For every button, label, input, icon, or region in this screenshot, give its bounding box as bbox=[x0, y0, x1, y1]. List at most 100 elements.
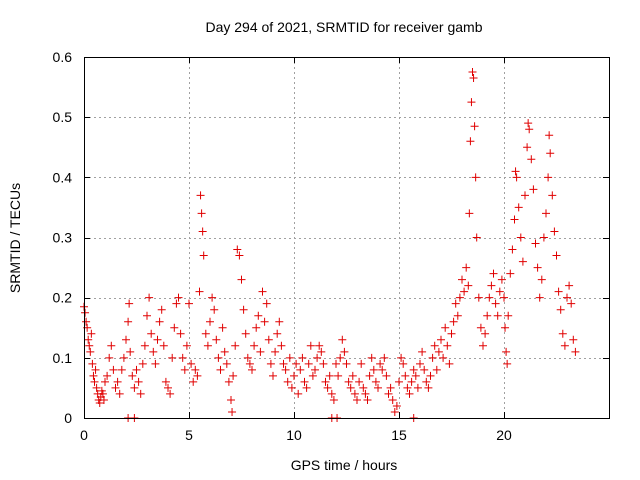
data-point-marker bbox=[374, 383, 382, 392]
data-point-marker bbox=[518, 257, 527, 266]
data-point-marker bbox=[117, 365, 126, 374]
data-point-marker bbox=[523, 143, 532, 152]
data-point-marker bbox=[264, 335, 273, 344]
data-point-marker bbox=[115, 389, 124, 398]
data-point-marker bbox=[214, 353, 223, 362]
data-point-marker bbox=[107, 341, 116, 350]
data-point-marker bbox=[125, 299, 134, 308]
data-point-marker bbox=[495, 287, 504, 296]
data-point-marker bbox=[99, 395, 108, 404]
data-point-marker bbox=[325, 371, 334, 380]
data-point-marker bbox=[468, 68, 477, 77]
x-tick-label: 10 bbox=[286, 427, 302, 443]
data-point-marker bbox=[397, 353, 406, 362]
data-point-marker bbox=[491, 299, 500, 308]
data-point-marker bbox=[327, 389, 336, 398]
data-point-marker bbox=[210, 305, 219, 314]
data-point-marker bbox=[388, 395, 397, 404]
data-point-marker bbox=[159, 341, 168, 350]
data-point-marker bbox=[390, 407, 399, 416]
data-point-marker bbox=[172, 299, 181, 308]
data-point-marker bbox=[380, 353, 389, 362]
data-point-marker bbox=[350, 389, 359, 398]
data-point-marker bbox=[552, 251, 561, 260]
data-point-marker bbox=[122, 335, 130, 344]
data-point-marker bbox=[510, 215, 519, 224]
data-point-marker bbox=[260, 317, 269, 326]
data-point-marker bbox=[176, 329, 185, 338]
data-point-marker bbox=[229, 371, 238, 380]
data-point-marker bbox=[201, 329, 210, 338]
data-point-marker bbox=[206, 317, 214, 326]
data-point-marker bbox=[483, 311, 492, 320]
data-point-marker bbox=[149, 347, 158, 356]
data-point-marker bbox=[81, 308, 90, 317]
data-point-marker bbox=[195, 287, 204, 296]
data-point-marker bbox=[471, 173, 480, 182]
data-point-marker bbox=[329, 395, 338, 404]
data-point-marker bbox=[317, 347, 326, 356]
data-point-marker bbox=[296, 365, 305, 374]
data-point-marker bbox=[134, 377, 143, 386]
data-point-marker bbox=[447, 329, 456, 338]
data-point-marker bbox=[449, 317, 458, 326]
data-point-marker bbox=[512, 173, 521, 182]
data-point-marker bbox=[539, 233, 548, 242]
data-point-marker bbox=[489, 269, 498, 278]
data-point-marker bbox=[384, 389, 393, 398]
data-point-marker bbox=[560, 341, 569, 350]
data-point-marker bbox=[432, 365, 441, 374]
data-point-marker bbox=[245, 359, 254, 368]
data-point-marker bbox=[119, 353, 128, 362]
data-point-marker bbox=[198, 227, 207, 236]
data-point-marker bbox=[500, 293, 508, 302]
data-point-marker bbox=[458, 275, 466, 284]
data-point-marker bbox=[180, 365, 189, 374]
data-point-marker bbox=[271, 347, 280, 356]
data-point-marker bbox=[306, 341, 315, 350]
data-point-marker bbox=[525, 125, 534, 134]
data-point-marker bbox=[416, 359, 424, 368]
data-point-marker bbox=[91, 365, 100, 374]
data-point-marker bbox=[548, 191, 557, 200]
data-point-marker bbox=[413, 383, 422, 392]
data-point-marker bbox=[514, 203, 523, 212]
data-point-marker bbox=[241, 329, 250, 338]
data-point-marker bbox=[147, 329, 156, 338]
data-point-marker bbox=[332, 359, 340, 368]
data-point-marker bbox=[411, 371, 420, 380]
data-point-marker bbox=[285, 353, 294, 362]
data-point-marker bbox=[336, 353, 345, 362]
data-point-marker bbox=[367, 353, 376, 362]
data-point-marker bbox=[315, 341, 324, 350]
data-point-marker bbox=[216, 365, 225, 374]
data-point-marker bbox=[132, 365, 141, 374]
data-point-marker bbox=[248, 365, 256, 374]
data-point-marker bbox=[101, 377, 109, 386]
x-tick-label: 5 bbox=[185, 427, 193, 443]
data-point-marker bbox=[371, 377, 380, 386]
data-point-marker bbox=[227, 395, 235, 404]
data-point-marker bbox=[437, 335, 445, 344]
data-point-marker bbox=[378, 365, 387, 374]
data-point-marker bbox=[420, 365, 429, 374]
data-point-marker bbox=[467, 98, 476, 107]
data-point-marker bbox=[405, 389, 414, 398]
data-point-marker bbox=[334, 371, 343, 380]
data-point-marker bbox=[565, 281, 574, 290]
data-point-marker bbox=[168, 353, 177, 362]
data-point-marker bbox=[218, 323, 227, 332]
data-point-marker bbox=[298, 353, 307, 362]
data-point-marker bbox=[235, 251, 244, 260]
data-point-marker bbox=[302, 383, 311, 392]
data-point-marker bbox=[503, 359, 512, 368]
data-point-marker bbox=[281, 365, 290, 374]
data-point-marker bbox=[308, 371, 317, 380]
data-point-marker bbox=[252, 323, 261, 332]
x-tick-label: 0 bbox=[80, 427, 88, 443]
data-point-marker bbox=[323, 383, 332, 392]
data-point-marker bbox=[269, 371, 277, 380]
data-point-marker bbox=[521, 191, 529, 200]
data-point-marker bbox=[140, 341, 149, 350]
